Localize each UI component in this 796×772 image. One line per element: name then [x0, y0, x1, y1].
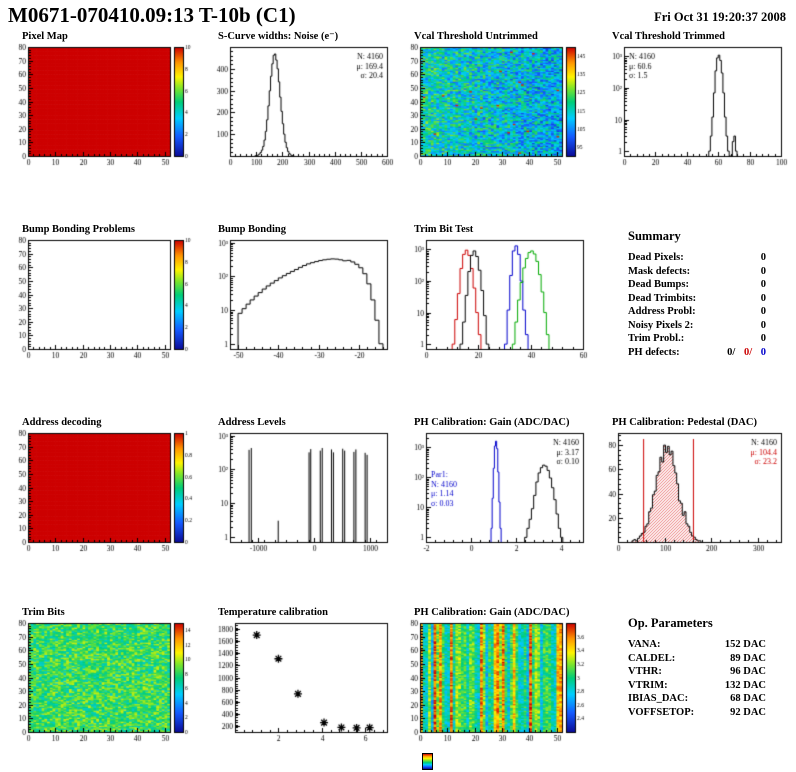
address-decoding-chart [8, 429, 200, 557]
summary-label: Trim Probl.: [628, 333, 685, 344]
summary-value: 0 [760, 306, 766, 317]
op-param-label: IBIAS_DAC: [628, 693, 689, 704]
summary-row-dead-pixels: Dead Pixels: 0 [628, 251, 766, 265]
trim-bits-title: Trim Bits [22, 607, 65, 618]
summary-row-noisy-pixels: Noisy Pixels 2: 0 [628, 319, 766, 333]
summary-value: 0 [760, 279, 766, 290]
op-param-row-vthr: VTHR: 96 DAC [628, 665, 766, 679]
address-levels-title: Address Levels [218, 417, 286, 428]
op-param-label: CALDEL: [628, 652, 676, 664]
ph-pedestal-title: PH Calibration: Pedestal (DAC) [612, 417, 757, 428]
op-param-label: VTRIM: [628, 679, 668, 691]
summary-row-address-probl: Address Probl: 0 [628, 305, 766, 319]
ph-defects-value-3: 0 [760, 346, 766, 358]
ph-defects-value-2: 0/ [743, 346, 753, 358]
panel-bump-bonding-problems: Bump Bonding Problems [8, 223, 204, 369]
temperature-calibration-title: Temperature calibration [218, 607, 328, 618]
summary-value: 0 [760, 319, 766, 331]
summary-row-dead-bumps: Dead Bumps: 0 [628, 278, 766, 292]
ph-gain-map-chart [400, 619, 592, 747]
op-param-row-vana: VANA: 152 DAC [628, 638, 766, 652]
panel-vcal-threshold-untrimmed: Vcal Threshold Untrimmed [400, 30, 596, 176]
panel-ph-pedestal: PH Calibration: Pedestal (DAC) [598, 416, 794, 562]
op-param-row-vtrim: VTRIM: 132 DAC [628, 679, 766, 693]
panel-address-decoding: Address decoding [8, 416, 204, 562]
op-param-value: 96 DAC [730, 666, 766, 677]
panel-ph-gain-map: PH Calibration: Gain (ADC/DAC) [400, 606, 596, 752]
panel-temperature-calibration: Temperature calibration [204, 606, 400, 752]
scurve-noise-title: S-Curve widths: Noise (e⁻) [218, 31, 339, 42]
summary-row-mask-defects: Mask defects: 0 [628, 265, 766, 279]
op-param-row-voffsetop: VOFFSETOP: 92 DAC [628, 706, 766, 720]
summary-panel: Summary Dead Pixels: 0 Mask defects: 0 D… [598, 223, 794, 369]
ph-gain-map-title: PH Calibration: Gain (ADC/DAC) [414, 607, 570, 618]
panel-address-levels: Address Levels [204, 416, 400, 562]
summary-row-dead-trimbits: Dead Trimbits: 0 [628, 292, 766, 306]
panel-vcal-threshold-trimmed: Vcal Threshold Trimmed [598, 30, 794, 176]
trim-bit-test-chart [400, 236, 592, 364]
summary-label: PH defects: [628, 346, 680, 358]
pixel-map-chart [8, 43, 200, 171]
bump-bonding-problems-chart [8, 236, 200, 364]
summary-heading: Summary [628, 229, 681, 243]
temperature-calibration-chart [204, 619, 396, 747]
trim-bits-chart [8, 619, 200, 747]
vcal-threshold-untrimmed-chart [400, 43, 592, 171]
panel-pixel-map: Pixel Map [8, 30, 204, 176]
op-param-value: 68 DAC [730, 693, 766, 704]
ph-defects-value-1: 0/ [727, 346, 736, 358]
vcal-threshold-trimmed-chart [598, 43, 790, 171]
summary-value: 0 [760, 265, 766, 277]
trim-bit-test-title: Trim Bit Test [414, 224, 474, 235]
summary-label: Dead Pixels: [628, 252, 684, 263]
summary-row-trim-probl: Trim Probl.: 0 [628, 332, 766, 346]
op-param-value: 152 DAC [724, 639, 766, 650]
panel-trim-bit-test: Trim Bit Test [400, 223, 596, 369]
op-param-label: VTHR: [628, 666, 662, 677]
summary-value: 0 [760, 292, 766, 304]
scurve-noise-chart [204, 43, 396, 171]
ph-pedestal-chart [598, 429, 790, 557]
page-title: M0671-070410.09:13 T-10b (C1) [8, 3, 296, 27]
bump-bonding-title: Bump Bonding [218, 224, 286, 235]
op-parameters-panel: Op. Parameters VANA: 152 DAC CALDEL: 89 … [598, 606, 794, 752]
op-param-row-caldel: CALDEL: 89 DAC [628, 652, 766, 666]
op-param-value: 132 DAC [724, 679, 766, 691]
summary-label: Dead Bumps: [628, 279, 689, 290]
ph-gain-hist-title: PH Calibration: Gain (ADC/DAC) [414, 417, 570, 428]
ph-defects-values: 0/ 0/ 0 [721, 346, 766, 360]
bump-bonding-problems-title: Bump Bonding Problems [22, 224, 136, 235]
vcal-threshold-untrimmed-title: Vcal Threshold Untrimmed [414, 31, 538, 42]
summary-label: Mask defects: [628, 265, 691, 277]
address-decoding-title: Address decoding [22, 417, 102, 428]
panel-bump-bonding: Bump Bonding [204, 223, 400, 369]
report-date: Fri Oct 31 19:20:37 2008 [654, 10, 786, 24]
panel-scurve-noise: S-Curve widths: Noise (e⁻) [204, 30, 400, 176]
vcal-threshold-trimmed-title: Vcal Threshold Trimmed [612, 31, 725, 42]
summary-value: 0 [760, 252, 766, 263]
panel-trim-bits: Trim Bits [8, 606, 204, 752]
summary-label: Dead Trimbits: [628, 292, 697, 304]
op-parameters-heading: Op. Parameters [628, 616, 713, 630]
op-param-label: VANA: [628, 639, 661, 650]
cutoff-colorbar-fragment [422, 753, 433, 770]
op-param-label: VOFFSETOP: [628, 706, 695, 718]
summary-row-ph-defects: PH defects: 0/ 0/ 0 [628, 346, 766, 360]
ph-gain-hist-chart [400, 429, 592, 557]
op-param-value: 89 DAC [730, 652, 766, 664]
panel-ph-gain-hist: PH Calibration: Gain (ADC/DAC) [400, 416, 596, 562]
summary-label: Address Probl: [628, 306, 696, 317]
op-param-value: 92 DAC [730, 706, 766, 718]
address-levels-chart [204, 429, 396, 557]
pixel-map-title: Pixel Map [22, 31, 68, 42]
op-param-row-ibias: IBIAS_DAC: 68 DAC [628, 692, 766, 706]
summary-label: Noisy Pixels 2: [628, 319, 694, 331]
bump-bonding-chart [204, 236, 396, 364]
summary-value: 0 [760, 333, 766, 344]
